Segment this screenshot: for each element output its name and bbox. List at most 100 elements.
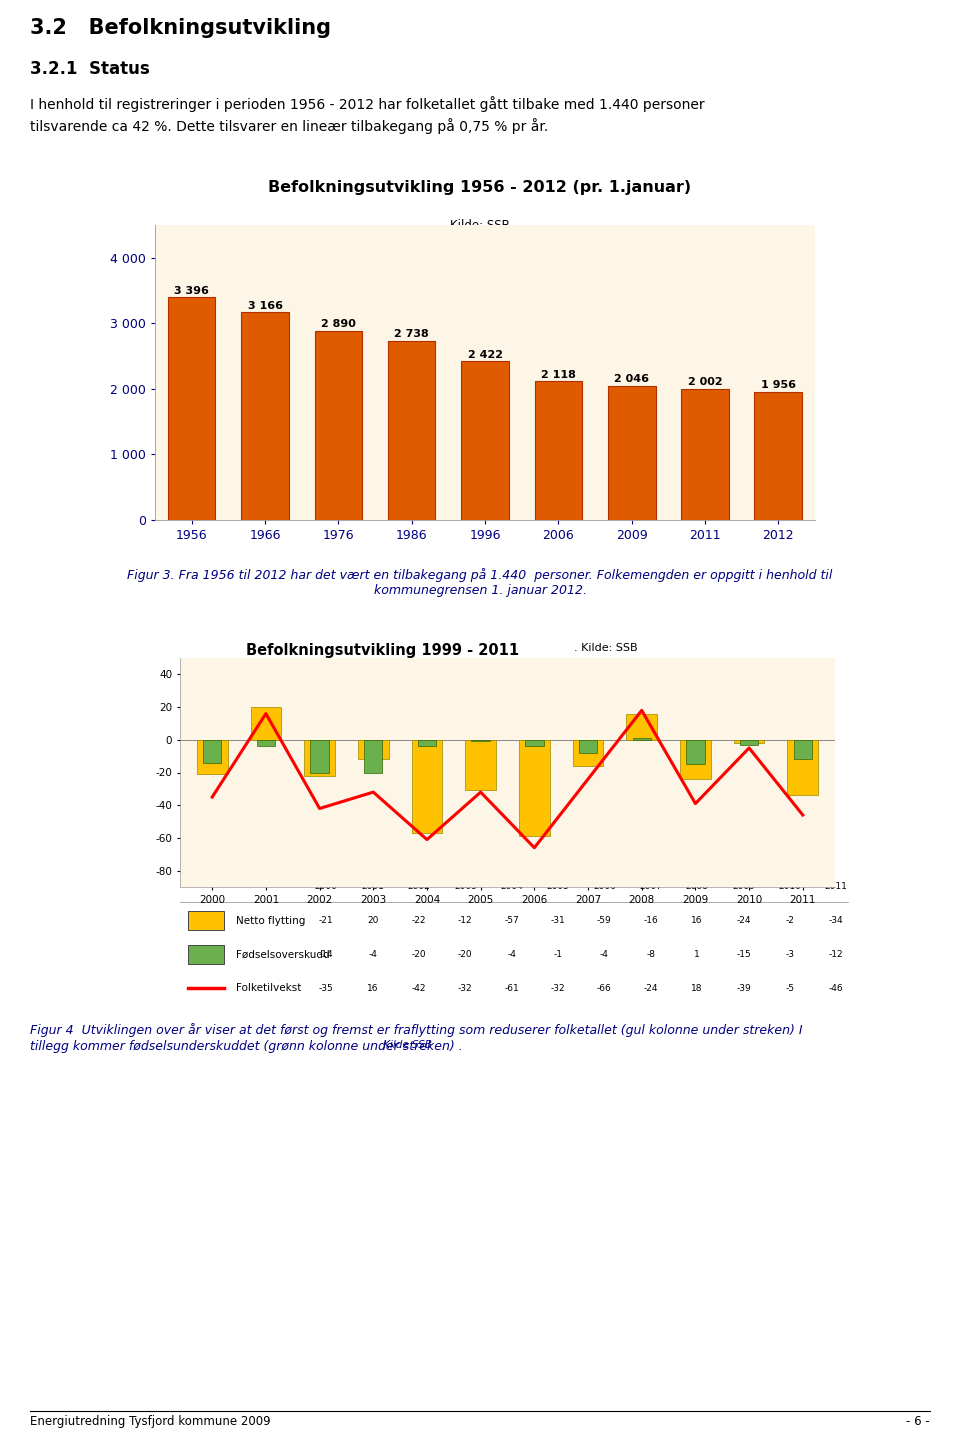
Text: 3 166: 3 166 bbox=[248, 301, 282, 311]
Text: -59: -59 bbox=[597, 916, 612, 925]
Bar bbox=[740, 740, 758, 744]
Bar bbox=[187, 912, 224, 931]
Text: -16: -16 bbox=[643, 916, 659, 925]
Text: 2 118: 2 118 bbox=[540, 370, 576, 380]
Text: Befolkningsutvikling 1956 - 2012 (pr. 1.januar): Befolkningsutvikling 1956 - 2012 (pr. 1.… bbox=[269, 181, 691, 195]
Text: -5: -5 bbox=[785, 984, 794, 993]
Text: -14: -14 bbox=[319, 949, 333, 959]
Text: 18: 18 bbox=[691, 984, 703, 993]
Text: -20: -20 bbox=[458, 949, 472, 959]
Bar bbox=[755, 392, 803, 520]
Bar bbox=[364, 740, 382, 773]
Text: -42: -42 bbox=[412, 984, 426, 993]
Bar bbox=[680, 740, 710, 779]
Text: Befolkningsutvikling 1999 - 2011: Befolkningsutvikling 1999 - 2011 bbox=[246, 643, 519, 657]
Bar bbox=[682, 389, 729, 520]
Text: -24: -24 bbox=[643, 984, 658, 993]
Text: -3: -3 bbox=[785, 949, 794, 959]
Bar bbox=[466, 740, 496, 790]
Text: 2 422: 2 422 bbox=[468, 350, 502, 360]
Bar bbox=[412, 740, 443, 832]
Text: -32: -32 bbox=[551, 984, 565, 993]
Text: -24: -24 bbox=[736, 916, 751, 925]
Text: -35: -35 bbox=[319, 984, 334, 993]
Text: -32: -32 bbox=[458, 984, 472, 993]
Text: -46: -46 bbox=[828, 984, 844, 993]
Text: 3.2.1  Status: 3.2.1 Status bbox=[30, 61, 150, 78]
Text: 16: 16 bbox=[367, 984, 378, 993]
Text: -39: -39 bbox=[736, 984, 751, 993]
Bar bbox=[187, 945, 224, 964]
Bar bbox=[310, 740, 328, 773]
Bar bbox=[573, 740, 603, 766]
Text: 2004: 2004 bbox=[500, 883, 523, 892]
Text: I henhold til registreringer i perioden 1956 - 2012 har folketallet gått tilbake: I henhold til registreringer i perioden … bbox=[30, 95, 705, 111]
Bar bbox=[461, 361, 509, 520]
Text: -12: -12 bbox=[828, 949, 844, 959]
Text: Folketilvekst: Folketilvekst bbox=[236, 983, 301, 993]
Bar bbox=[579, 740, 597, 753]
Bar bbox=[168, 298, 215, 520]
Text: 2 890: 2 890 bbox=[321, 319, 356, 329]
Text: 2000: 2000 bbox=[315, 883, 338, 892]
Text: . Kilde: SSB: . Kilde: SSB bbox=[574, 643, 637, 653]
Text: 1: 1 bbox=[694, 949, 700, 959]
Bar bbox=[304, 740, 335, 776]
Text: -1: -1 bbox=[554, 949, 563, 959]
Bar bbox=[418, 740, 436, 746]
Text: 20: 20 bbox=[367, 916, 378, 925]
Bar bbox=[251, 707, 281, 740]
Text: -21: -21 bbox=[319, 916, 333, 925]
Bar bbox=[794, 740, 812, 760]
Text: 3.2   Befolkningsutvikling: 3.2 Befolkningsutvikling bbox=[30, 17, 331, 38]
Text: 1 956: 1 956 bbox=[761, 380, 796, 390]
Bar bbox=[787, 740, 818, 795]
Text: Figur 4  Utviklingen over år viser at det først og fremst er fraflytting som red: Figur 4 Utviklingen over år viser at det… bbox=[30, 1023, 803, 1038]
Text: Fødselsoverskudd: Fødselsoverskudd bbox=[236, 949, 330, 959]
Text: -57: -57 bbox=[504, 916, 519, 925]
Text: - 6 -: - 6 - bbox=[906, 1415, 930, 1428]
Text: -22: -22 bbox=[412, 916, 426, 925]
Text: -4: -4 bbox=[369, 949, 377, 959]
Text: 16: 16 bbox=[691, 916, 703, 925]
Text: -61: -61 bbox=[504, 984, 519, 993]
Bar bbox=[633, 738, 651, 740]
Text: tillegg kommer fødselsunderskuddet (grønn kolonne under streken) .: tillegg kommer fødselsunderskuddet (grøn… bbox=[30, 1040, 463, 1053]
Text: -4: -4 bbox=[507, 949, 516, 959]
Text: -15: -15 bbox=[736, 949, 751, 959]
Bar bbox=[471, 740, 490, 741]
Text: 2005: 2005 bbox=[546, 883, 569, 892]
Bar bbox=[315, 331, 362, 520]
Text: 2007: 2007 bbox=[639, 883, 662, 892]
Bar bbox=[388, 341, 436, 520]
Text: 3 396: 3 396 bbox=[174, 286, 209, 296]
Bar bbox=[241, 312, 289, 520]
Text: 2003: 2003 bbox=[454, 883, 477, 892]
Bar bbox=[608, 386, 656, 520]
Text: -31: -31 bbox=[551, 916, 565, 925]
Text: 2 002: 2 002 bbox=[687, 377, 722, 387]
Text: 2006: 2006 bbox=[593, 883, 616, 892]
Text: Kilde: SSB: Kilde: SSB bbox=[450, 218, 510, 231]
Bar bbox=[733, 740, 764, 743]
Bar bbox=[525, 740, 543, 746]
Bar bbox=[519, 740, 550, 837]
Text: 2 738: 2 738 bbox=[395, 329, 429, 340]
Text: Figur 3. Fra 1956 til 2012 har det vært en tilbakegang på 1.440  personer. Folke: Figur 3. Fra 1956 til 2012 har det vært … bbox=[128, 568, 832, 582]
Bar bbox=[203, 740, 222, 763]
Bar bbox=[535, 381, 582, 520]
Text: 2008: 2008 bbox=[685, 883, 708, 892]
Text: 2001: 2001 bbox=[361, 883, 384, 892]
Text: -2: -2 bbox=[785, 916, 794, 925]
Text: Netto flytting: Netto flytting bbox=[236, 916, 305, 926]
Text: 2010: 2010 bbox=[779, 883, 802, 892]
Text: -34: -34 bbox=[828, 916, 844, 925]
Bar bbox=[256, 740, 276, 746]
Bar bbox=[358, 740, 389, 760]
Text: 2002: 2002 bbox=[408, 883, 430, 892]
Text: -20: -20 bbox=[412, 949, 426, 959]
Text: 2011: 2011 bbox=[825, 883, 848, 892]
Text: -12: -12 bbox=[458, 916, 472, 925]
Bar bbox=[197, 740, 228, 775]
Text: 2009: 2009 bbox=[732, 883, 755, 892]
